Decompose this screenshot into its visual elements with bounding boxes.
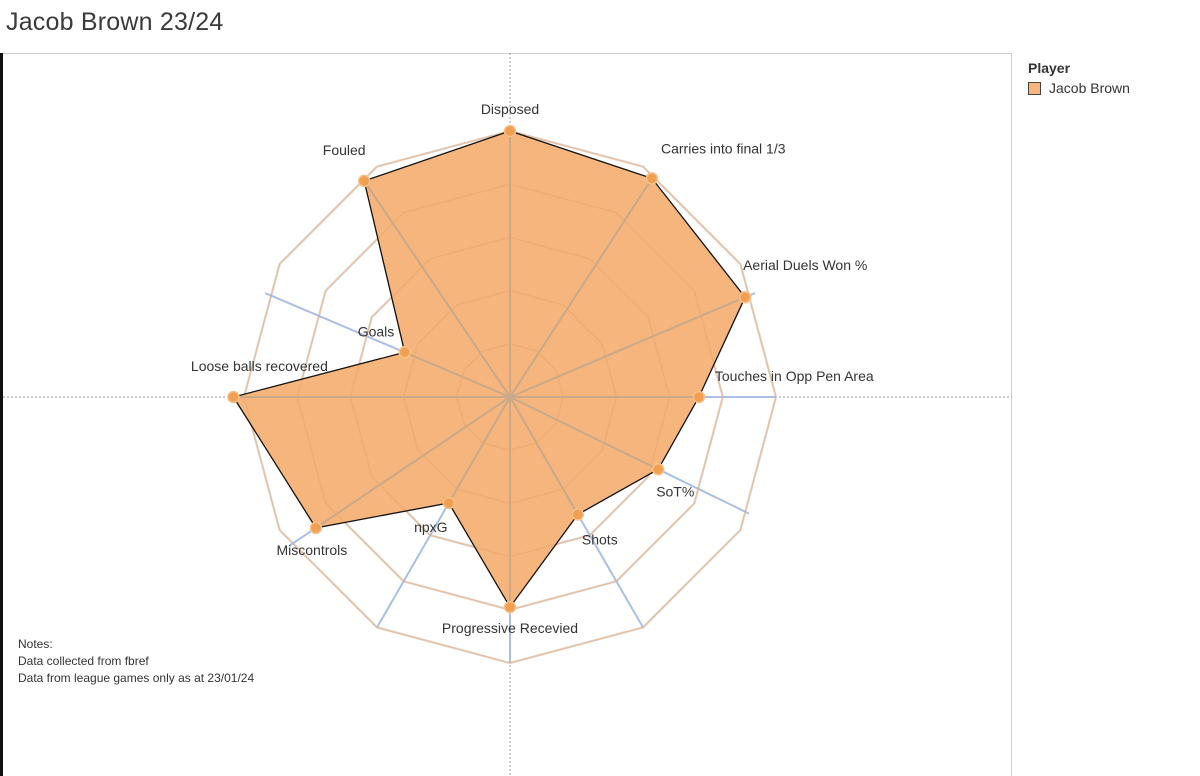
axis-label: npxG xyxy=(414,519,447,535)
data-point[interactable] xyxy=(571,508,585,521)
data-point[interactable] xyxy=(357,174,371,188)
axis-label: Fouled xyxy=(323,142,366,158)
notes-line: Data collected from fbref xyxy=(18,654,149,668)
inner-spoke xyxy=(447,396,511,504)
chart-panel xyxy=(0,53,1012,776)
series-area xyxy=(233,131,746,608)
axis-label: Touches in Opp Pen Area xyxy=(715,368,874,384)
notes: Notes: Data collected from fbref Data fr… xyxy=(18,636,254,687)
legend: Player Jacob Brown xyxy=(1028,60,1130,96)
legend-item-label: Jacob Brown xyxy=(1049,80,1130,96)
radar-axis-labels: Disposed Carries into final 1/3 Aerial Due… xyxy=(191,101,874,636)
inner-spoke xyxy=(363,180,511,398)
axis-label: Shots xyxy=(582,532,618,548)
radar-chart: Disposed Carries into final 1/3 Aerial Due… xyxy=(3,53,1012,776)
data-point[interactable] xyxy=(651,463,665,476)
legend-swatch xyxy=(1028,81,1041,95)
inner-spoke xyxy=(509,177,653,398)
notes-heading: Notes: xyxy=(18,637,53,651)
inner-ring xyxy=(456,343,564,451)
panel-left-border xyxy=(0,53,3,776)
axis-label: Aerial Duels Won % xyxy=(743,257,867,273)
chart-title: Jacob Brown 23/24 xyxy=(6,8,224,36)
axis-label: Goals xyxy=(358,323,395,339)
axis-label: Miscontrols xyxy=(277,542,348,558)
radar-series-area xyxy=(232,130,777,664)
data-point[interactable] xyxy=(503,600,517,614)
axis-label: Carries into final 1/3 xyxy=(661,140,786,156)
inner-spoke xyxy=(509,396,579,515)
legend-item[interactable]: Jacob Brown xyxy=(1028,80,1130,96)
axis-label: Progressive Recevied xyxy=(442,620,578,636)
axis-label: Disposed xyxy=(481,101,539,117)
inner-spoke xyxy=(509,296,746,398)
data-point[interactable] xyxy=(442,496,456,510)
notes-line: Data from league games only as at 23/01/… xyxy=(18,671,255,685)
inner-ring xyxy=(402,289,618,505)
data-point[interactable] xyxy=(503,124,517,138)
inner-spoke xyxy=(315,396,511,529)
inner-spoke xyxy=(404,351,511,398)
data-point[interactable] xyxy=(227,390,240,404)
inner-spoke xyxy=(509,396,659,471)
data-point[interactable] xyxy=(692,390,706,404)
axis-label: SoT% xyxy=(656,483,694,499)
legend-title: Player xyxy=(1028,60,1071,76)
inner-ring xyxy=(243,130,777,664)
radar-points xyxy=(227,124,752,614)
axis-label: Loose balls recovered xyxy=(191,358,328,374)
data-point[interactable] xyxy=(398,346,411,359)
inner-ring xyxy=(349,236,671,558)
data-point[interactable] xyxy=(309,521,323,535)
data-point[interactable] xyxy=(645,172,659,185)
data-point[interactable] xyxy=(738,290,752,304)
